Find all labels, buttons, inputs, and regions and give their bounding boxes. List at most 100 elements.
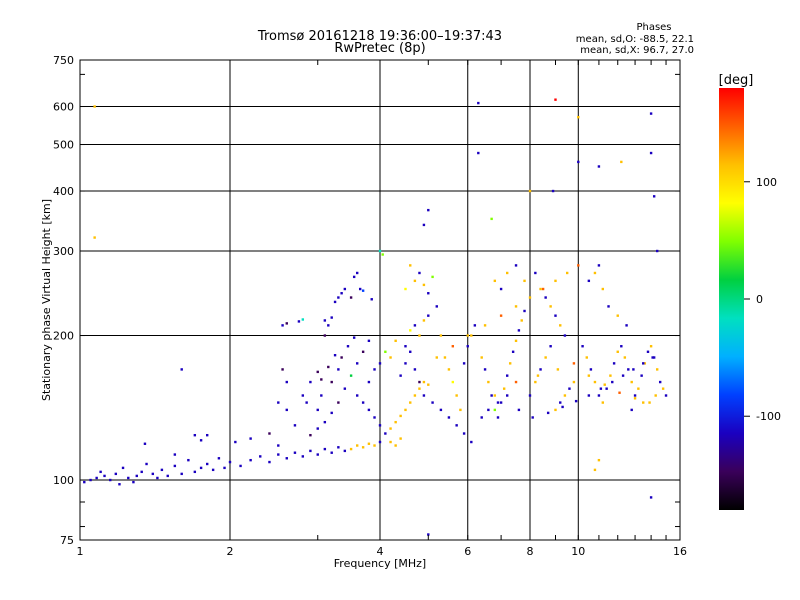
data-point [418, 387, 421, 390]
data-point [499, 287, 503, 291]
data-point [505, 271, 509, 275]
data-point [490, 217, 493, 221]
data-point [281, 324, 284, 327]
data-point [349, 374, 353, 377]
data-point [455, 424, 458, 427]
data-point [435, 305, 438, 308]
data-point [422, 223, 426, 227]
data-point [404, 408, 407, 412]
data-point [151, 472, 155, 476]
data-point [554, 98, 557, 101]
data-point [563, 394, 567, 397]
data-point [642, 362, 645, 365]
data-point [418, 380, 421, 384]
data-point [539, 368, 542, 371]
data-point [427, 533, 430, 536]
data-point [337, 296, 340, 299]
data-point [422, 283, 426, 287]
data-point [470, 334, 473, 337]
data-point [277, 453, 280, 456]
data-point [514, 380, 518, 384]
data-point [554, 279, 557, 283]
data-point [355, 444, 359, 447]
data-point [309, 433, 312, 437]
data-point [349, 447, 353, 451]
data-point [330, 380, 333, 384]
data-point [301, 455, 305, 458]
data-point [352, 336, 356, 339]
data-point [630, 380, 633, 384]
data-point [323, 447, 327, 451]
stats-line-o: mean, sd,O: -88.5, 22.1 [576, 34, 694, 45]
data-point [361, 401, 365, 404]
data-point [277, 444, 280, 447]
data-point [585, 356, 588, 359]
data-point [249, 458, 252, 462]
data-point [649, 151, 653, 155]
data-point [632, 368, 635, 371]
data-point [523, 279, 526, 283]
data-point [658, 380, 662, 384]
data-point [309, 449, 312, 453]
data-point [173, 453, 177, 456]
data-point [559, 401, 562, 404]
data-point [646, 350, 650, 353]
data-point [234, 440, 237, 444]
data-point [301, 318, 305, 321]
data-point [496, 401, 500, 404]
data-point [627, 368, 630, 371]
data-point [121, 466, 125, 470]
data-point [337, 368, 340, 371]
data-point [652, 356, 656, 359]
data-point [623, 356, 627, 359]
data-point [228, 460, 232, 464]
data-point [343, 287, 347, 291]
data-point [652, 195, 656, 198]
data-point [549, 345, 552, 348]
stats-line-x: mean, sd,X: 96.7, 27.0 [580, 45, 694, 56]
data-point [546, 411, 550, 415]
data-point [544, 356, 547, 359]
data-point [409, 264, 412, 267]
data-point [477, 151, 480, 155]
data-point [528, 394, 532, 397]
data-point [534, 271, 537, 275]
y-axis-label: Stationary phase Virtual Height [km] [40, 199, 53, 401]
grid-lines [80, 60, 680, 540]
y-tick-label: 100 [53, 474, 74, 487]
data-point [281, 368, 284, 371]
data-point [340, 356, 343, 359]
data-point [367, 380, 371, 384]
data-point [655, 249, 659, 253]
data-point [409, 401, 412, 404]
data-point [499, 314, 503, 317]
data-point [239, 464, 242, 468]
data-point [473, 324, 477, 327]
colorbar-label: [deg] [719, 73, 754, 88]
data-point [597, 394, 601, 397]
data-point [451, 380, 455, 384]
data-point [330, 411, 333, 415]
x-tick-label: 4 [377, 545, 384, 558]
colorbar [719, 88, 744, 510]
data-point [381, 253, 384, 256]
data-point [293, 451, 297, 454]
data-point [609, 374, 612, 377]
data-point [399, 437, 402, 440]
data-point [89, 478, 92, 482]
chart-subtitle: RwPretec (8p) [334, 41, 425, 56]
data-point [477, 101, 480, 105]
data-point [611, 380, 614, 384]
x-tick-label: 2 [227, 545, 234, 558]
data-point [642, 401, 645, 404]
data-point [389, 356, 392, 359]
data-point [404, 345, 407, 348]
data-point [528, 189, 532, 193]
data-point [337, 446, 340, 449]
data-point [493, 394, 497, 397]
data-point [301, 394, 305, 397]
data-point [373, 444, 376, 447]
data-point [352, 275, 356, 279]
data-point [285, 380, 288, 384]
y-tick-label: 750 [53, 54, 74, 67]
